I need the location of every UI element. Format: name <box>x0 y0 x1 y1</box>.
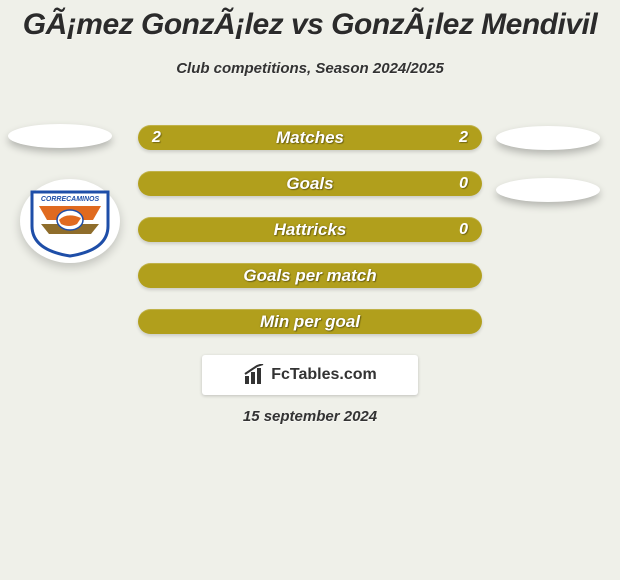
stat-rows: 2 Matches 2 Goals 0 Hattricks 0 Goals pe… <box>138 125 482 355</box>
player-right-badge-2 <box>496 178 600 202</box>
brand-text: FcTables.com <box>271 366 377 384</box>
stat-value-right: 0 <box>459 175 468 193</box>
stat-value-left: 2 <box>152 129 161 147</box>
brand-chart-icon <box>243 364 267 386</box>
stat-label: Goals per match <box>243 266 376 286</box>
stat-label: Hattricks <box>274 220 347 240</box>
crest-icon: CORRECAMINOS <box>27 184 113 258</box>
brand-box: FcTables.com <box>202 355 418 395</box>
stat-value-right: 0 <box>459 221 468 239</box>
stat-row-min-per-goal: Min per goal <box>138 309 482 334</box>
stat-label: Min per goal <box>260 312 360 332</box>
subtitle: Club competitions, Season 2024/2025 <box>0 60 620 77</box>
stat-row-goals: Goals 0 <box>138 171 482 196</box>
club-crest: CORRECAMINOS <box>20 179 120 263</box>
page-title: GÃ¡mez GonzÃ¡lez vs GonzÃ¡lez Mendivil <box>0 0 620 42</box>
stat-label: Goals <box>286 174 333 194</box>
player-left-badge <box>8 124 112 148</box>
stat-row-matches: 2 Matches 2 <box>138 125 482 150</box>
stat-label: Matches <box>276 128 344 148</box>
crest-text: CORRECAMINOS <box>41 196 100 203</box>
player-right-badge-1 <box>496 126 600 150</box>
date-line: 15 september 2024 <box>0 408 620 425</box>
stat-value-right: 2 <box>459 129 468 147</box>
stat-row-goals-per-match: Goals per match <box>138 263 482 288</box>
stat-row-hattricks: Hattricks 0 <box>138 217 482 242</box>
